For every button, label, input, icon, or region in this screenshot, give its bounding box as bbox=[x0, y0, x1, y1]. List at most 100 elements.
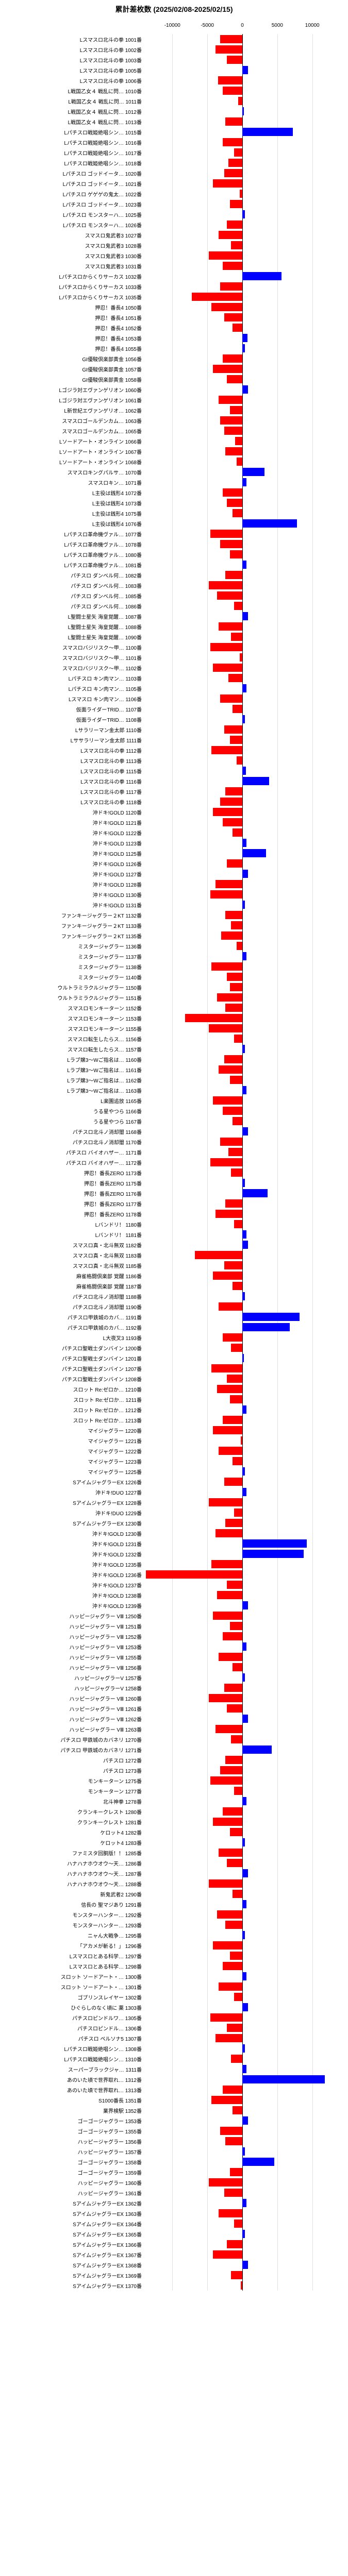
row-label: Lパチスロ ゴッドイータ… 1020番 bbox=[0, 170, 142, 177]
row-label: 沖ドキ!GOLD 1131番 bbox=[0, 901, 142, 909]
tick-label: 5000 bbox=[272, 23, 283, 28]
bar-row: 押忍！番長ZERO 1177番 bbox=[144, 1198, 340, 1209]
bar bbox=[220, 694, 242, 703]
bar bbox=[242, 210, 245, 218]
bar bbox=[238, 97, 242, 105]
bar-row: SアイムジャグラーEX 1370番 bbox=[144, 2280, 340, 2291]
bar bbox=[242, 1313, 300, 1321]
bar bbox=[240, 653, 242, 662]
bar-row: ミスタージャグラー 1138番 bbox=[144, 961, 340, 972]
bar bbox=[223, 1416, 242, 1424]
bar-row: スマスロバジリスク～甲… 1100番 bbox=[144, 642, 340, 652]
row-label: Lパチスロ ゲゲゲの鬼太… 1022番 bbox=[0, 190, 142, 198]
bar bbox=[192, 293, 242, 301]
row-label: Lゴジラ対エヴァンゲリオン 1060番 bbox=[0, 386, 142, 394]
bar bbox=[223, 1807, 242, 1816]
bar-row: パチスロ北斗ノ消却闇 1190番 bbox=[144, 1301, 340, 1312]
row-label: ハッピージャグラー VⅢ 1262番 bbox=[0, 1715, 142, 1723]
bar bbox=[230, 1952, 242, 1960]
bar-row: L聖闘士星矢 海皇覚醒… 1090番 bbox=[144, 632, 340, 642]
bar-row: パチスロ甲鉄城のカバ… 1191番 bbox=[144, 1312, 340, 1322]
row-label: ケロット4 1283番 bbox=[0, 1839, 142, 1846]
bar bbox=[216, 1529, 242, 1537]
row-label: Lパチスロ革命機ヴァル… 1080番 bbox=[0, 551, 142, 558]
bar bbox=[216, 1210, 242, 1218]
bar bbox=[234, 1509, 242, 1517]
bar-row: L新世紀エヴァンゲリオ… 1062番 bbox=[144, 405, 340, 415]
bar-row: Lパチスロ キン肉マン… 1103番 bbox=[144, 673, 340, 683]
bar-row: ひぐらしのなく頃に 薬 1303番 bbox=[144, 2002, 340, 2012]
bar-row: Lパチスロ戦姫絶唱シン… 1016番 bbox=[144, 137, 340, 147]
bar-row: スロット Re:ゼロか… 1210番 bbox=[144, 1384, 340, 1394]
bar-row: SアイムジャグラーEX 1226番 bbox=[144, 1477, 340, 1487]
bar bbox=[210, 2013, 242, 2022]
bar-row: ハッピージャグラー VⅢ 1262番 bbox=[144, 1714, 340, 1724]
bar-row: ハナハナホウオウ～天… 1287番 bbox=[144, 1868, 340, 1878]
bar-row: スロット ソードアート・… 1301番 bbox=[144, 1981, 340, 1992]
bar-row: ハッピージャグラー VⅢ 1256番 bbox=[144, 1662, 340, 1672]
row-label: Lスマスロ北斗の拳 1002番 bbox=[0, 46, 142, 54]
row-label: ハッピージャグラー 1356番 bbox=[0, 2138, 142, 2145]
row-label: 沖ドキ!GOLD 1230番 bbox=[0, 1530, 142, 1537]
row-label: スマスロモンキーターン 1152番 bbox=[0, 1004, 142, 1012]
bar-row: Lサラリーマン金太郎 1110番 bbox=[144, 724, 340, 735]
bar bbox=[213, 664, 242, 672]
row-label: 沖ドキ!GOLD 1237番 bbox=[0, 1581, 142, 1589]
tick-label: -5000 bbox=[201, 23, 214, 28]
bar-row: SアイムジャグラーEX 1364番 bbox=[144, 2218, 340, 2229]
bar bbox=[213, 1818, 242, 1826]
bar-row: ゴーゴージャグラー 1358番 bbox=[144, 2157, 340, 2167]
bar-row: ファンキージャグラー２KT 1135番 bbox=[144, 930, 340, 941]
row-label: パチスロ ダンベル何… 1082番 bbox=[0, 571, 142, 579]
row-label: ファンキージャグラー２KT 1132番 bbox=[0, 911, 142, 919]
bar bbox=[230, 200, 242, 208]
row-label: スマスロ真・北斗無双 1182番 bbox=[0, 1241, 142, 1249]
bar bbox=[221, 931, 242, 940]
bar-row: SアイムジャグラーEX 1363番 bbox=[144, 2208, 340, 2218]
bar-row: 押忍！番長4 1052番 bbox=[144, 323, 340, 333]
bar bbox=[223, 1632, 242, 1640]
row-label: Lパチスロ戦姫絶唱シン… 1015番 bbox=[0, 128, 142, 136]
row-label: スロット Re:ゼロか… 1211番 bbox=[0, 1396, 142, 1403]
row-label: 沖ドキ!GOLD 1231番 bbox=[0, 1540, 142, 1548]
bar bbox=[234, 1993, 242, 2001]
bar bbox=[242, 334, 247, 342]
bar-row: 沖ドキ!GOLD 1127番 bbox=[144, 869, 340, 879]
row-label: ハッピージャグラー VⅢ 1252番 bbox=[0, 1633, 142, 1640]
bar-row: あのいた頃で世界取れ… 1312番 bbox=[144, 2074, 340, 2084]
row-label: L聖闘士星矢 海皇覚醒… 1090番 bbox=[0, 633, 142, 641]
bar bbox=[242, 1405, 246, 1414]
row-label: スマスロ転生したらス… 1156番 bbox=[0, 1035, 142, 1043]
row-label: スマスロモンキーターン 1155番 bbox=[0, 1025, 142, 1032]
bar bbox=[242, 2230, 245, 2238]
row-label: パチスロ聖戦士ダンバイン 1207番 bbox=[0, 1365, 142, 1372]
row-label: スマスロゴールデンカム… 1063番 bbox=[0, 417, 142, 425]
bar-row: スマスロゴールデンカム… 1065番 bbox=[144, 426, 340, 436]
row-label: Lサラリーマン金太郎 1110番 bbox=[0, 726, 142, 734]
bar-row: パチスロ ダンベル何… 1085番 bbox=[144, 590, 340, 601]
bar-row: 押忍！番長ZERO 1176番 bbox=[144, 1188, 340, 1198]
bar-row: L戦国乙女４ 戦乱に閃… 1010番 bbox=[144, 86, 340, 96]
row-label: 沖ドキ!GOLD 1122番 bbox=[0, 829, 142, 837]
bar-row: 押忍！番長ZERO 1178番 bbox=[144, 1209, 340, 1219]
bar bbox=[209, 1694, 242, 1702]
bar-row: ケロット4 1282番 bbox=[144, 1827, 340, 1837]
bar bbox=[209, 251, 242, 260]
row-label: 押忍！番長4 1051番 bbox=[0, 314, 142, 321]
bar-row: SアイムジャグラーEX 1230番 bbox=[144, 1518, 340, 1528]
bar-row: 沖ドキ!GOLD 1239番 bbox=[144, 1600, 340, 1611]
bar-row: 押忍！番長ZERO 1175番 bbox=[144, 1178, 340, 1188]
bar-row: ミスタージャグラー 1136番 bbox=[144, 941, 340, 951]
bar-row: マイジャグラー 1225番 bbox=[144, 1466, 340, 1477]
bar bbox=[227, 375, 242, 383]
bar bbox=[242, 1179, 245, 1187]
row-label: 押忍！番長ZERO 1175番 bbox=[0, 1179, 142, 1187]
row-label: 沖ドキ!GOLD 1125番 bbox=[0, 850, 142, 857]
bar bbox=[242, 1550, 304, 1558]
bar bbox=[210, 1158, 242, 1166]
row-label: L新世紀エヴァンゲリオ… 1062番 bbox=[0, 406, 142, 414]
bar-row: 沖ドキ!GOLD 1235番 bbox=[144, 1559, 340, 1569]
bar-row: 沖ドキ!GOLD 1232番 bbox=[144, 1549, 340, 1559]
row-label: S1000番長 1351番 bbox=[0, 2096, 142, 2104]
bar-row: パチスロ ダンベル何… 1086番 bbox=[144, 601, 340, 611]
